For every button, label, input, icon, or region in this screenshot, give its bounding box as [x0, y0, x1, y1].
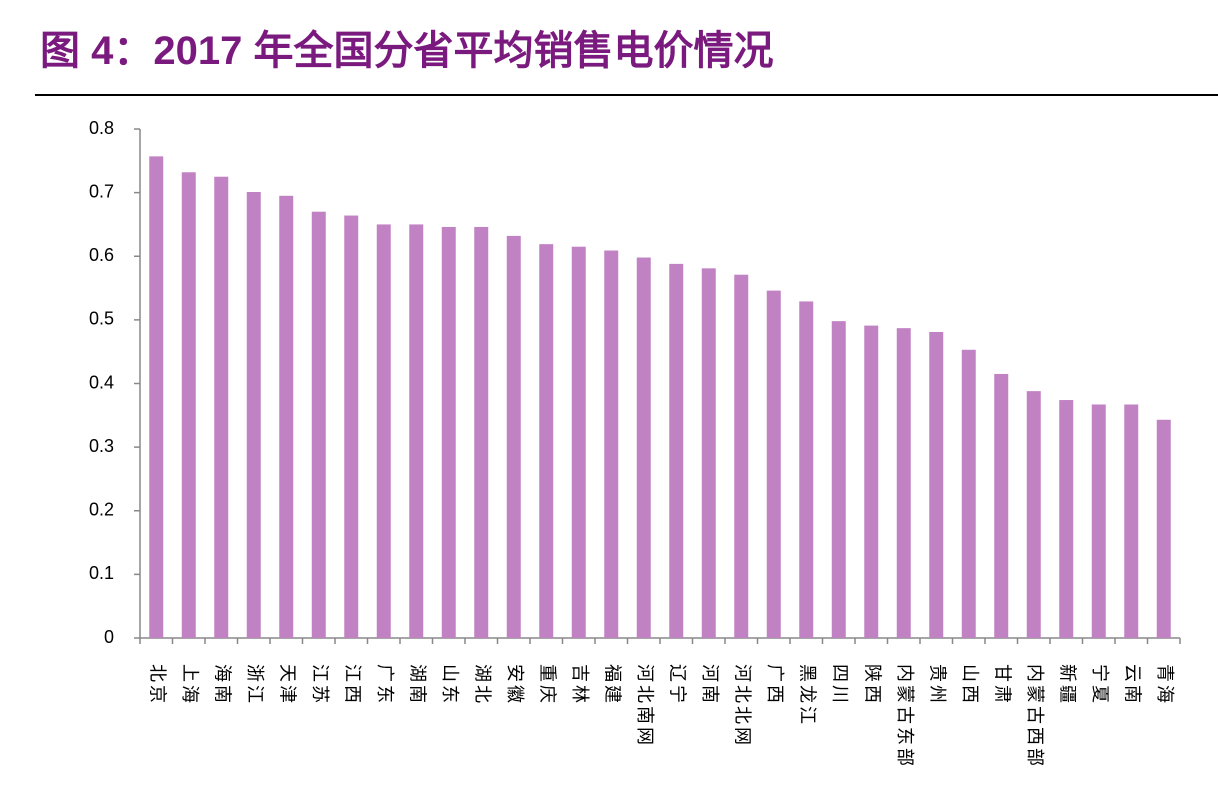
- bar: [831, 321, 846, 638]
- chart-title: 图 4：2017 年全国分省平均销售电价情况: [40, 28, 773, 73]
- bar: [604, 250, 619, 638]
- bar: [1026, 391, 1041, 638]
- bar: [1156, 419, 1171, 638]
- x-tick-label: 内蒙古东部: [895, 664, 915, 769]
- x-tick-label: 江西: [343, 664, 363, 706]
- bar: [669, 263, 684, 638]
- x-tick-label: 辽宁: [668, 664, 688, 706]
- bar: [1091, 404, 1106, 638]
- x-tick-label: 安徽: [505, 664, 525, 706]
- x-tick-label: 贵州: [928, 664, 948, 706]
- bar: [149, 156, 164, 638]
- x-tick-label: 江苏: [310, 664, 330, 706]
- x-tick-label: 山西: [960, 664, 980, 706]
- x-tick-label: 黑龙江: [798, 664, 818, 727]
- bar: [1059, 400, 1074, 638]
- y-tick-label: 0.3: [89, 436, 114, 456]
- x-tick-label: 天津: [278, 664, 298, 706]
- bar: [409, 224, 424, 638]
- bar: [181, 172, 196, 638]
- y-tick-label: 0.5: [89, 309, 114, 329]
- bar: [441, 226, 456, 639]
- bar: [864, 325, 879, 638]
- x-tick-label: 上海: [180, 664, 200, 706]
- bar: [1124, 404, 1139, 638]
- x-tick-label: 吉林: [570, 664, 590, 706]
- bar: [376, 224, 391, 638]
- x-tick-label: 河南: [700, 664, 720, 706]
- x-tick-label: 内蒙古西部: [1025, 664, 1045, 769]
- bar: [571, 246, 586, 639]
- x-tick-label: 重庆: [538, 664, 558, 706]
- y-tick-label: 0: [104, 627, 114, 647]
- x-tick-label: 宁夏: [1090, 664, 1110, 706]
- bar: [279, 195, 294, 638]
- bar: [799, 301, 814, 638]
- y-tick-label: 0.1: [89, 563, 114, 583]
- bar: [474, 226, 489, 639]
- bar: [246, 191, 261, 638]
- bar: [929, 331, 944, 638]
- y-tick-label: 0.6: [89, 245, 114, 265]
- x-tick-label: 广东: [375, 664, 395, 706]
- bar: [994, 373, 1009, 638]
- x-tick-label: 广西: [765, 664, 785, 706]
- x-tick-label: 云南: [1123, 664, 1143, 706]
- bar: [311, 211, 326, 638]
- x-tick-label: 福建: [603, 664, 623, 706]
- x-tick-label: 青海: [1155, 664, 1175, 706]
- x-tick-label: 北京: [148, 664, 168, 706]
- bar: [539, 244, 554, 638]
- x-tick-label: 海南: [213, 664, 233, 706]
- x-tick-label: 四川: [830, 664, 850, 706]
- bar: [766, 290, 781, 638]
- bar: [636, 257, 651, 638]
- x-tick-label: 湖北: [473, 664, 493, 706]
- y-tick-label: 0.4: [89, 372, 114, 392]
- bar: [896, 328, 911, 638]
- x-tick-label: 河北北网: [733, 664, 753, 748]
- x-tick-label: 山东: [440, 664, 460, 706]
- bar: [961, 349, 976, 638]
- bar: [344, 215, 359, 638]
- y-tick-label: 0.2: [89, 500, 114, 520]
- bar: [214, 176, 229, 638]
- x-tick-label: 新疆: [1058, 664, 1078, 706]
- x-tick-label: 浙江: [245, 664, 265, 706]
- bar: [506, 235, 521, 638]
- x-tick-label: 河北南网: [635, 664, 655, 748]
- x-tick-label: 甘肃: [993, 664, 1013, 706]
- y-tick-label: 0.7: [89, 181, 114, 201]
- x-tick-label: 陕西: [863, 664, 883, 706]
- y-tick-label: 0.8: [89, 118, 114, 138]
- x-tick-label: 湖南: [408, 664, 428, 706]
- bar: [701, 268, 716, 638]
- bar: [734, 274, 749, 638]
